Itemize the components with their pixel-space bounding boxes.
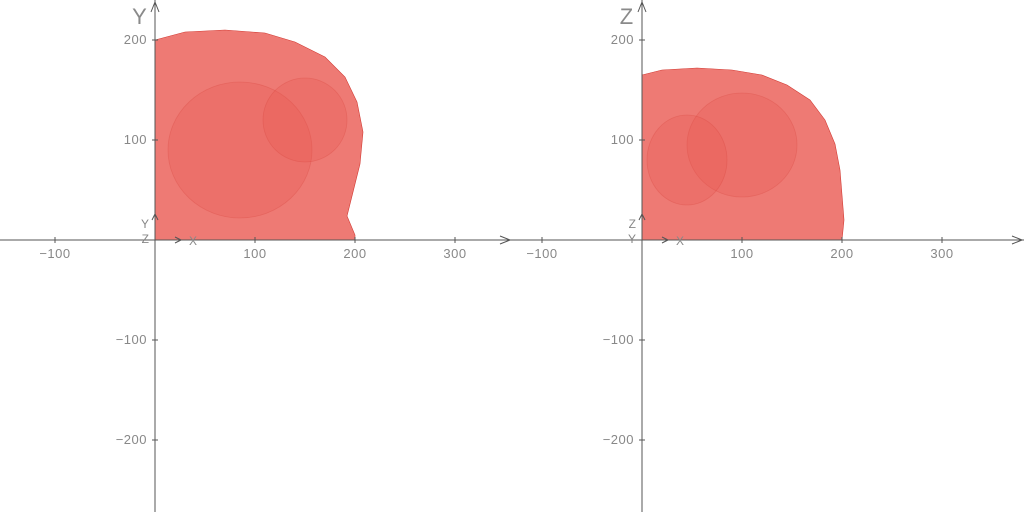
x-tick-label: 100 bbox=[730, 246, 753, 261]
shape-bump-1 bbox=[263, 78, 347, 162]
y-tick-label: 100 bbox=[611, 132, 634, 147]
mini-origin-label-top: Z bbox=[629, 217, 636, 231]
y-tick-label: 200 bbox=[611, 32, 634, 47]
shape-bump-1 bbox=[647, 115, 727, 205]
panel-xy: −100100200300−200−100100200YXYZ bbox=[0, 0, 512, 512]
x-tick-label: 300 bbox=[443, 246, 466, 261]
y-tick-label: −200 bbox=[603, 432, 634, 447]
mini-x-label: X bbox=[676, 234, 684, 248]
x-tick-label: 300 bbox=[930, 246, 953, 261]
y-tick-label: −100 bbox=[116, 332, 147, 347]
y-tick-label: 100 bbox=[124, 132, 147, 147]
y-tick-label: −100 bbox=[603, 332, 634, 347]
vertical-axis-title: Z bbox=[620, 4, 634, 29]
plot-xz: −100100200300−200−100100200ZXZY bbox=[512, 0, 1024, 512]
x-tick-label: 100 bbox=[243, 246, 266, 261]
x-tick-label: −100 bbox=[526, 246, 557, 261]
mini-origin-label-top: Y bbox=[141, 217, 149, 231]
mini-x-label: X bbox=[189, 234, 197, 248]
mini-origin-label-bottom: Z bbox=[142, 232, 149, 246]
x-tick-label: 200 bbox=[830, 246, 853, 261]
y-tick-label: −200 bbox=[116, 432, 147, 447]
mini-origin-label-bottom: Y bbox=[628, 232, 636, 246]
vertical-axis-title: Y bbox=[132, 4, 148, 29]
panel-xz: −100100200300−200−100100200ZXZY bbox=[512, 0, 1024, 512]
x-tick-label: −100 bbox=[39, 246, 70, 261]
plot-xy: −100100200300−200−100100200YXYZ bbox=[0, 0, 512, 512]
y-tick-label: 200 bbox=[124, 32, 147, 47]
chart-panels: −100100200300−200−100100200YXYZ −1001002… bbox=[0, 0, 1024, 512]
x-tick-label: 200 bbox=[343, 246, 366, 261]
